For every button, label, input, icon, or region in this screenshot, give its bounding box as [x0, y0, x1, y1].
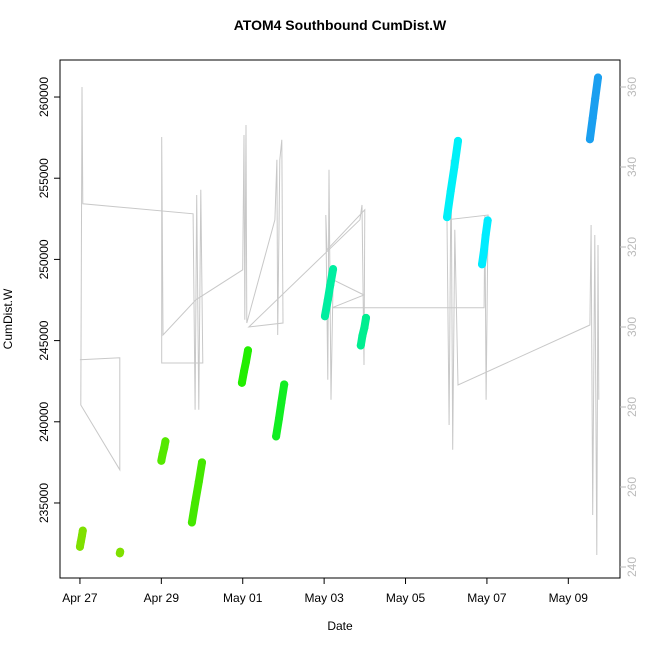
point	[191, 498, 200, 507]
point	[450, 162, 459, 171]
x-tick-label: Apr 29	[144, 591, 180, 605]
point	[241, 357, 250, 366]
point-trail	[237, 346, 252, 387]
point	[454, 136, 463, 145]
chart-title: ATOM4 Southbound CumDist.W	[234, 17, 447, 33]
point	[158, 450, 167, 459]
point	[320, 312, 329, 321]
point	[329, 265, 338, 274]
point	[588, 114, 597, 123]
point-trail	[443, 136, 462, 222]
point	[360, 323, 369, 332]
point-trail	[478, 216, 492, 269]
plot-frame	[59, 59, 621, 579]
x-tick-label: May 07	[467, 591, 507, 605]
point	[239, 367, 248, 376]
point	[443, 213, 452, 222]
point	[277, 398, 286, 407]
point	[198, 458, 207, 467]
point	[76, 537, 85, 546]
point	[483, 216, 492, 225]
y2-tick-label: 360	[625, 77, 639, 97]
y-tick-label: 235000	[37, 483, 51, 523]
point-trail	[272, 380, 289, 441]
point-trail	[585, 73, 602, 144]
x-tick-label: May 03	[304, 591, 344, 605]
point	[78, 526, 87, 535]
y-tick-label: 260000	[37, 77, 51, 117]
point	[594, 73, 603, 82]
point	[161, 437, 170, 446]
point	[481, 231, 490, 240]
x-tick-label: May 05	[386, 591, 426, 605]
y2-tick-label: 300	[625, 317, 639, 337]
y2-tick-label: 340	[625, 157, 639, 177]
x-tick-label: May 09	[549, 591, 589, 605]
y-tick-label: 245000	[37, 320, 51, 360]
point	[323, 296, 332, 305]
point-trail	[320, 265, 338, 321]
point	[478, 260, 487, 269]
point	[326, 281, 335, 290]
x-tick-label: May 01	[223, 591, 263, 605]
point	[585, 135, 594, 144]
point	[187, 518, 196, 527]
point	[358, 331, 367, 340]
point	[160, 443, 169, 452]
y2-tick-label: 280	[625, 397, 639, 417]
point	[272, 432, 281, 441]
point	[362, 313, 371, 322]
point	[274, 414, 283, 423]
x-tick-label: Apr 27	[62, 591, 98, 605]
point-trail	[356, 313, 370, 350]
x-axis-label: Date	[327, 619, 353, 633]
y2-tick-label: 260	[625, 477, 639, 497]
point	[591, 94, 600, 103]
y-tick-label: 240000	[37, 401, 51, 441]
point	[356, 341, 365, 350]
point	[237, 378, 246, 387]
point	[280, 380, 289, 389]
y-tick-label: 255000	[37, 158, 51, 198]
point	[116, 547, 125, 556]
point	[244, 346, 253, 355]
y2-tick-label: 320	[625, 237, 639, 257]
y-tick-label: 250000	[37, 239, 51, 279]
point	[480, 245, 489, 254]
trace-line	[79, 86, 600, 556]
y-axis-label: CumDist.W	[1, 288, 15, 349]
point	[446, 187, 455, 196]
point-trail	[187, 458, 206, 527]
point	[157, 456, 166, 465]
point	[194, 477, 203, 486]
y2-tick-label: 240	[625, 557, 639, 577]
